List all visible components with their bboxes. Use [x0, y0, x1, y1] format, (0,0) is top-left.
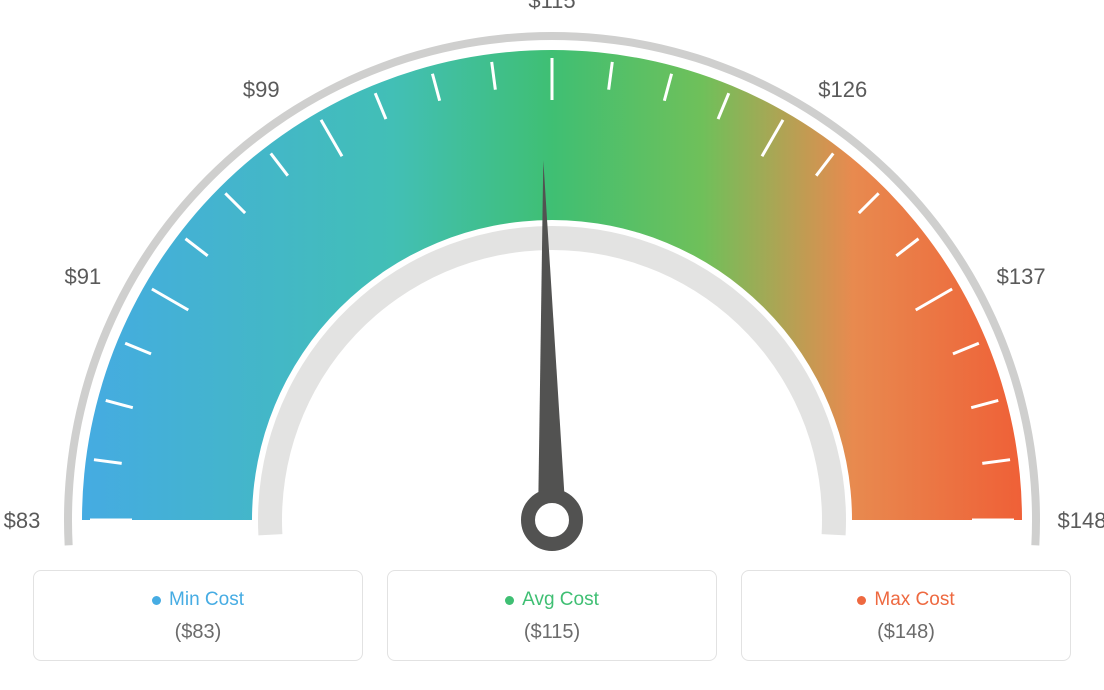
gauge-chart: $83 $91 $99 $115 $126 $137 $148	[0, 0, 1104, 560]
gauge-tick-label: $126	[818, 77, 867, 102]
legend-value-max: ($148)	[752, 621, 1060, 644]
legend-value-avg: ($115)	[398, 621, 706, 644]
legend-row: Min Cost ($83) Avg Cost ($115) Max Cost …	[0, 570, 1104, 661]
gauge-tick-label: $91	[65, 264, 102, 289]
legend-card-min: Min Cost ($83)	[33, 570, 363, 661]
bullet-max	[857, 596, 866, 605]
gauge-tick-label: $99	[243, 77, 280, 102]
legend-label-avg: Avg Cost	[522, 589, 599, 611]
legend-card-max: Max Cost ($148)	[741, 570, 1071, 661]
legend-label-min: Min Cost	[169, 589, 244, 611]
legend-label-max: Max Cost	[874, 589, 954, 611]
legend-card-avg: Avg Cost ($115)	[387, 570, 717, 661]
bullet-min	[152, 596, 161, 605]
gauge-tick-label: $83	[4, 508, 41, 533]
gauge-tick-label: $148	[1058, 508, 1104, 533]
gauge-hub	[528, 496, 576, 544]
gauge-tick-label: $137	[997, 264, 1046, 289]
gauge-svg: $83 $91 $99 $115 $126 $137 $148	[0, 0, 1104, 560]
bullet-avg	[505, 596, 514, 605]
gauge-tick-label: $115	[528, 0, 575, 13]
legend-value-min: ($83)	[44, 621, 352, 644]
